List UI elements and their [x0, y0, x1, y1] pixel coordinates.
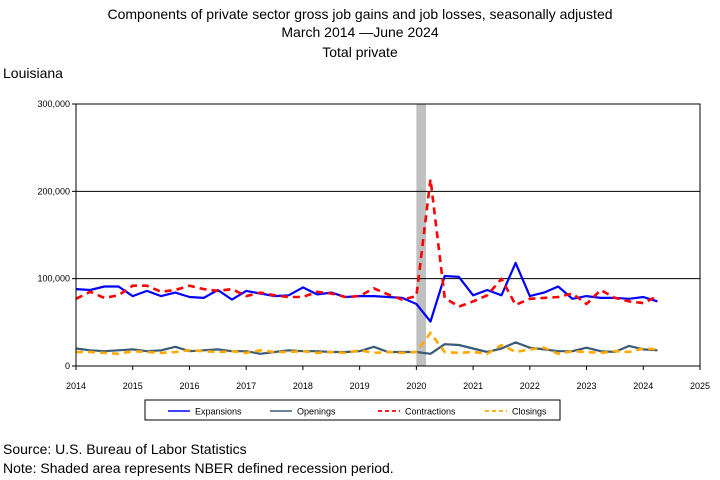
x-tick-label: 2017	[236, 381, 256, 391]
legend-box	[144, 399, 561, 421]
x-tick-label: 2016	[179, 381, 199, 391]
chart-subtitle: March 2014 —June 2024	[281, 24, 438, 40]
legend-label-closings: Closings	[512, 407, 547, 417]
series-line-closings	[76, 331, 658, 356]
x-tick-label: 2021	[463, 381, 483, 391]
chart-title: Components of private sector gross job g…	[107, 6, 612, 22]
legend-label-openings: Openings	[297, 407, 336, 417]
x-tick-label: 2025	[690, 381, 710, 391]
x-tick-label: 2018	[293, 381, 313, 391]
source-note: Source: U.S. Bureau of Labor Statistics	[3, 441, 247, 457]
recession-band	[416, 104, 427, 366]
series-line-contractions	[75, 177, 659, 308]
x-tick-label: 2024	[633, 381, 653, 391]
x-tick-label: 2023	[577, 381, 597, 391]
legend-label-expansions: Expansions	[195, 407, 242, 417]
y-tick-label: 0	[65, 361, 70, 371]
recession-note: Note: Shaded area represents NBER define…	[3, 460, 394, 476]
legend-label-contractions: Contractions	[405, 407, 456, 417]
y-tick-label: 200,000	[37, 186, 70, 196]
x-tick-label: 2014	[66, 381, 86, 391]
y-tick-label: 300,000	[37, 99, 70, 109]
chart-subtitle-series: Total private	[322, 44, 398, 60]
series-line-expansions	[75, 261, 658, 323]
plot-frame	[75, 103, 701, 367]
region-label: Louisiana	[3, 65, 63, 81]
x-tick-label: 2020	[406, 381, 426, 391]
y-tick-label: 100,000	[37, 274, 70, 284]
x-tick-label: 2022	[520, 381, 540, 391]
series-line-openings	[75, 341, 658, 355]
x-tick-label: 2019	[350, 381, 370, 391]
x-tick-label: 2015	[123, 381, 143, 391]
